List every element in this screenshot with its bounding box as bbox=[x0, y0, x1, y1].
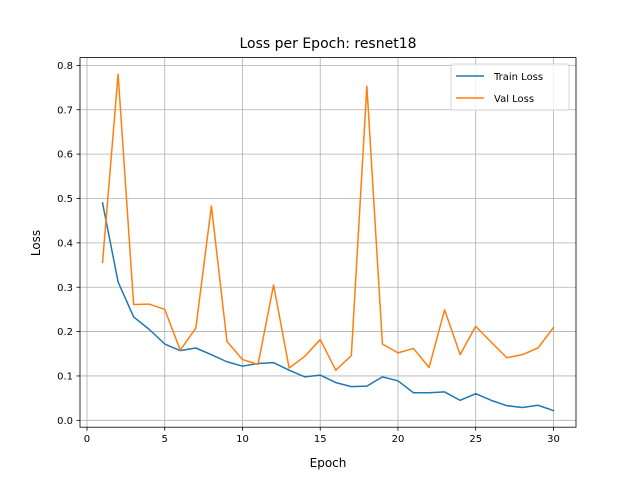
y-tick-label: 0.6 bbox=[57, 150, 73, 161]
plot-frame bbox=[79, 57, 577, 428]
y-tick-label: 0.0 bbox=[57, 416, 73, 427]
y-tick-label: 0.3 bbox=[57, 283, 73, 294]
series-lines bbox=[101, 73, 555, 412]
y-tick-label: 0.7 bbox=[57, 105, 73, 116]
series-line-val-loss bbox=[101, 73, 555, 371]
y-tick-label: 0.8 bbox=[57, 61, 73, 72]
x-axis-label: Epoch bbox=[310, 456, 347, 470]
axis-ticks: 0 5 10 15 20 25 30 0.0 0.1 0.2 0.3 0.4 0.5 0.6 0.7 0.8 bbox=[57, 61, 560, 445]
y-tick-label: 0.2 bbox=[57, 327, 73, 338]
legend-label-val-loss: Val Loss bbox=[494, 94, 534, 105]
series-line-train-loss bbox=[101, 202, 555, 412]
x-tick-label: 30 bbox=[547, 434, 560, 445]
x-tick-label: 20 bbox=[392, 434, 405, 445]
y-axis-label: Loss bbox=[29, 230, 43, 256]
grid bbox=[80, 57, 576, 428]
legend: Train Loss Val Loss bbox=[450, 63, 570, 111]
y-tick-label: 0.1 bbox=[57, 372, 73, 383]
x-tick-label: 5 bbox=[162, 434, 168, 445]
legend-label-train-loss: Train Loss bbox=[493, 72, 543, 83]
x-tick-label: 0 bbox=[84, 434, 90, 445]
x-tick-label: 15 bbox=[314, 434, 327, 445]
x-tick-label: 25 bbox=[469, 434, 482, 445]
chart-title: Loss per Epoch: resnet18 bbox=[239, 36, 416, 52]
y-tick-label: 0.5 bbox=[57, 194, 73, 205]
y-tick-label: 0.4 bbox=[57, 238, 73, 249]
x-tick-label: 10 bbox=[236, 434, 249, 445]
